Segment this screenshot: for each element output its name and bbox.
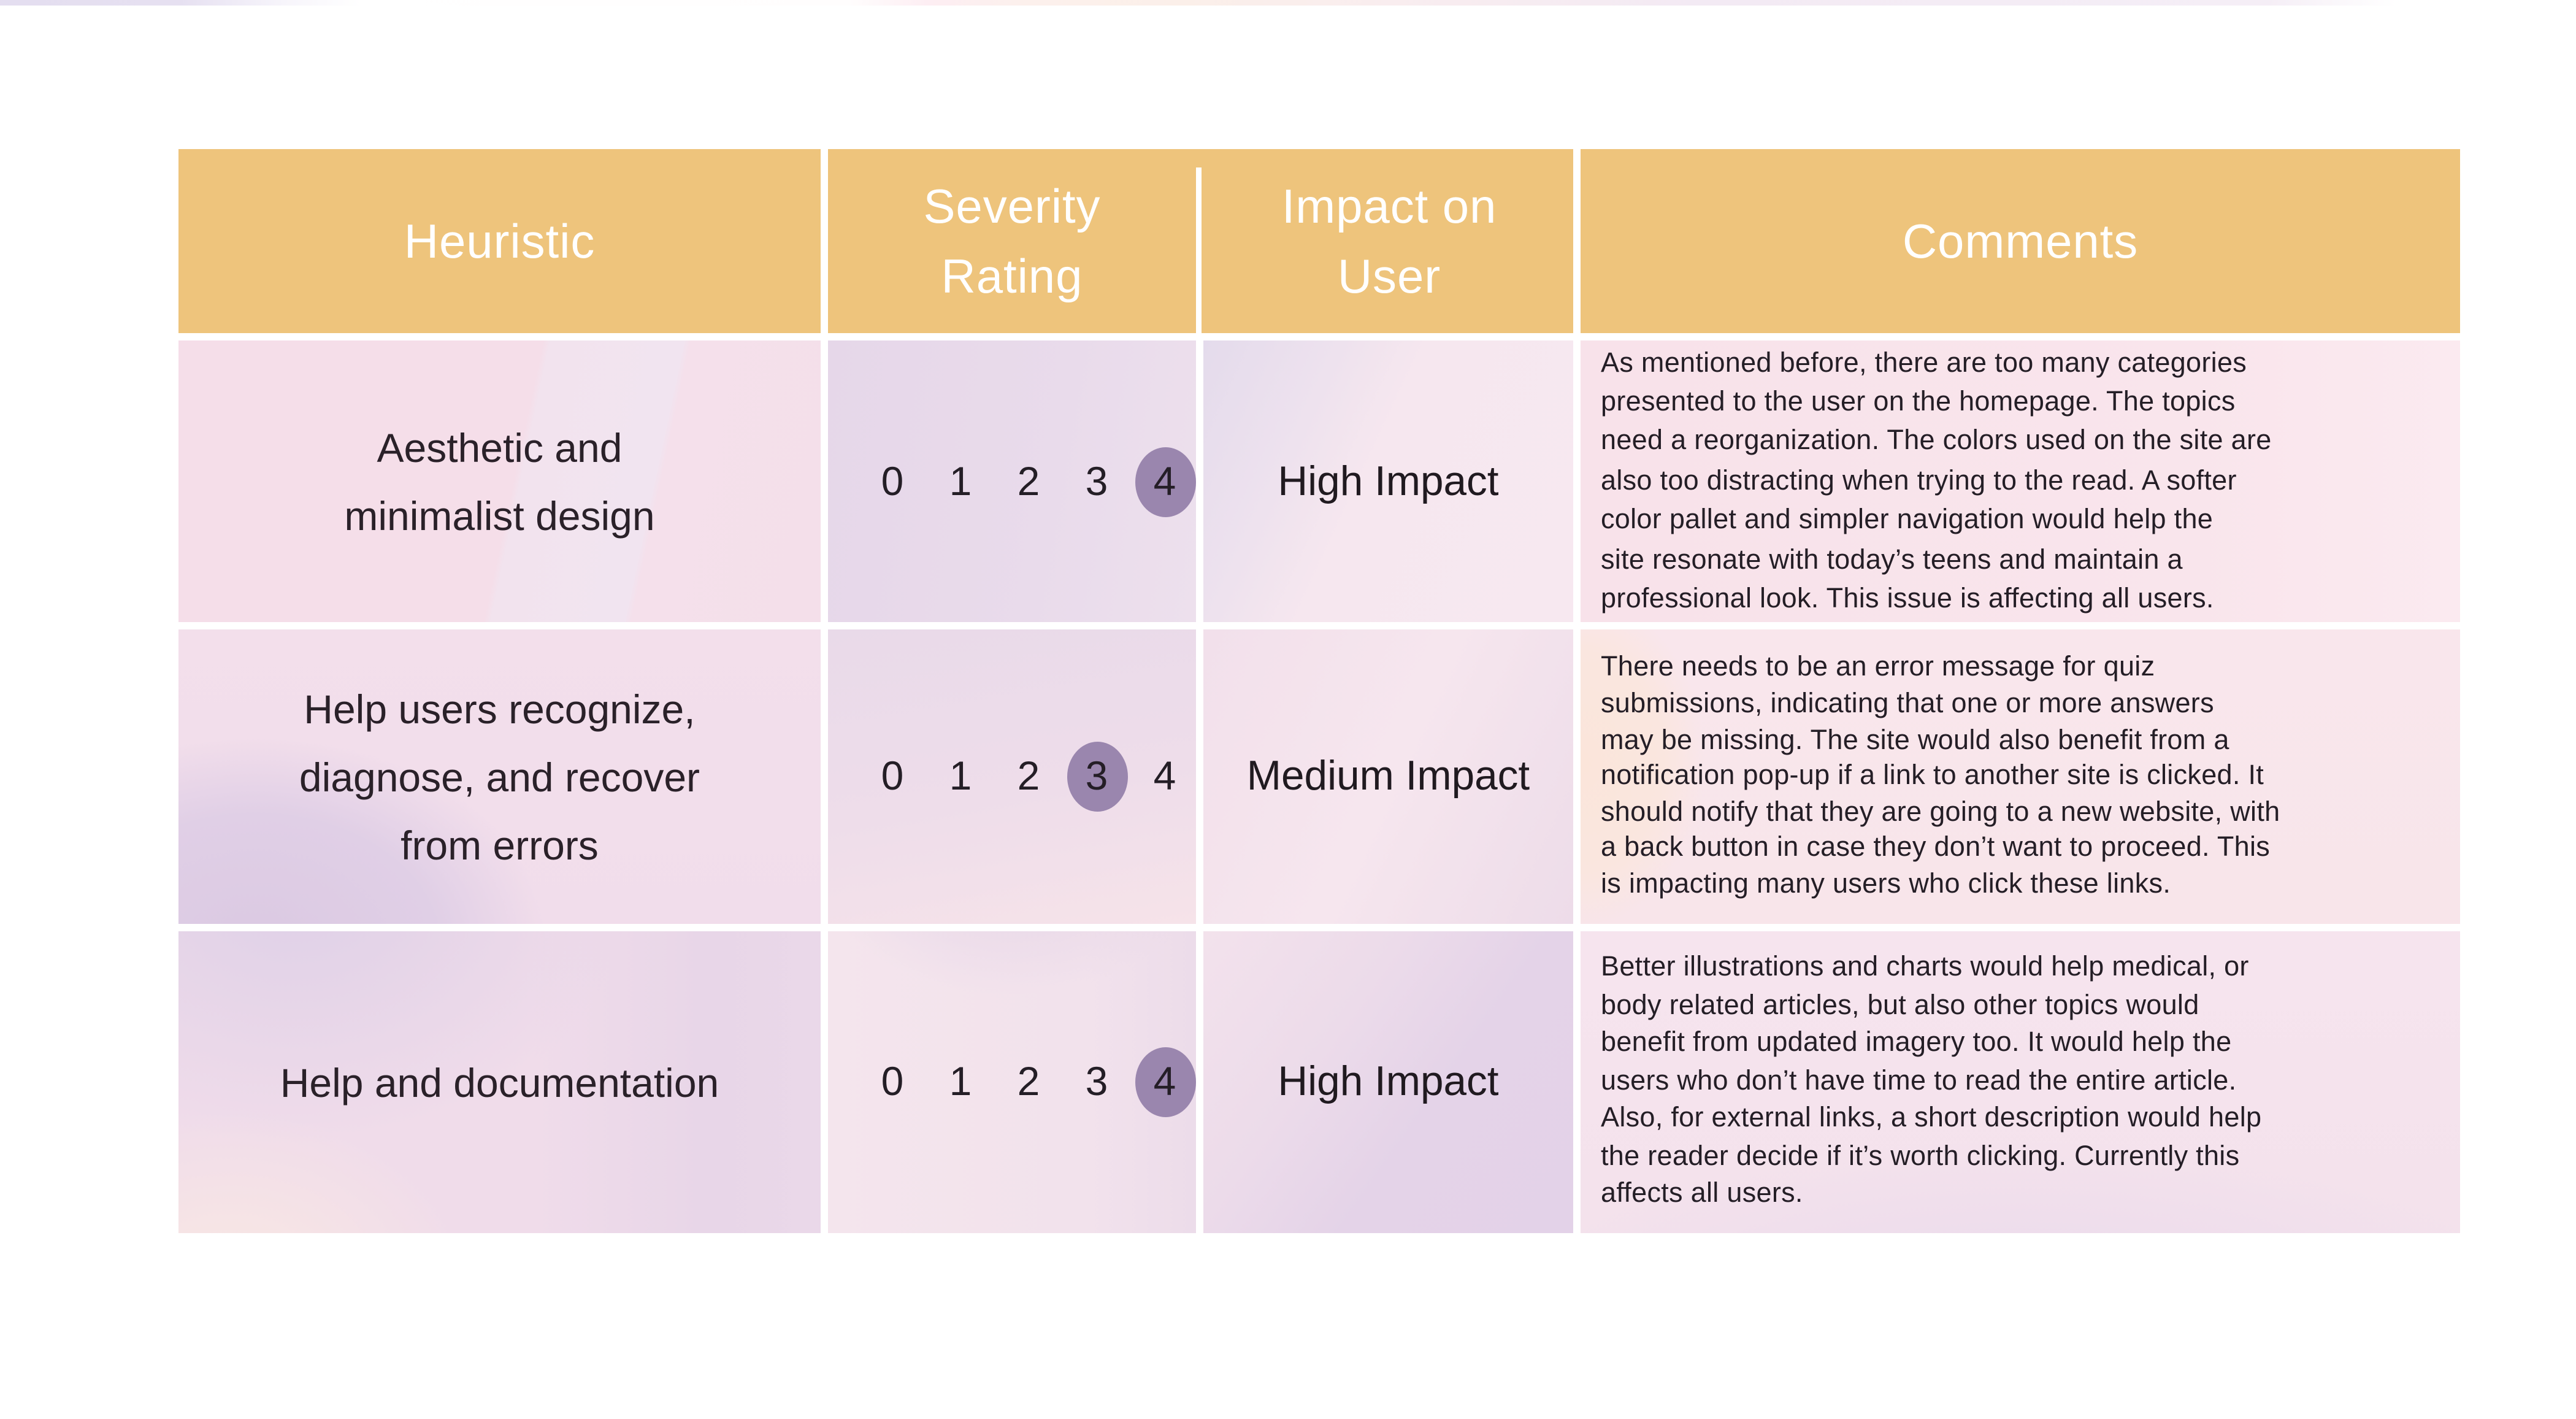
- comments-text: Better illustrations and charts would he…: [1581, 931, 2460, 1233]
- severity-option-1: 1: [949, 753, 972, 799]
- severity-option-2: 2: [1017, 457, 1040, 504]
- header-label-comments: Comments: [1902, 213, 2139, 269]
- table-row: Aesthetic and minimalist design 0 1 2 3 …: [178, 340, 2460, 622]
- severity-option-0: 0: [881, 1058, 904, 1104]
- severity-option-4: 4: [1153, 753, 1176, 799]
- heuristic-evaluation-table: Heuristic Severity Rating Impact on User…: [178, 149, 2460, 1233]
- severity-option-2: 2: [1017, 753, 1040, 799]
- severity-scale: 0 1 2 3 4: [862, 446, 1195, 517]
- impact-on-user: High Impact: [1203, 931, 1573, 1233]
- impact-on-user: Medium Impact: [1203, 629, 1573, 924]
- table-row: Help and documentation 0 1 2 3 4 High Im…: [178, 931, 2460, 1233]
- comments-text: As mentioned before, there are too many …: [1581, 340, 2460, 622]
- header-cell-heuristic: Heuristic: [178, 149, 821, 333]
- heuristic-name: Aesthetic and minimalist design: [178, 340, 821, 622]
- severity-rating-cell: 0 1 2 3 4: [828, 629, 1196, 924]
- table-row: Help users recognize, diagnose, and reco…: [178, 629, 2460, 924]
- header-label-impact: Impact on User: [1281, 179, 1497, 304]
- severity-option-3: 3: [1085, 457, 1108, 504]
- severity-option-3-selected: 3: [1066, 742, 1127, 812]
- header-divider-line: [1196, 167, 1202, 333]
- severity-option-1: 1: [949, 1058, 972, 1104]
- severity-option-2: 2: [1017, 1058, 1040, 1104]
- severity-option-0: 0: [881, 457, 904, 504]
- impact-on-user: High Impact: [1203, 340, 1573, 622]
- severity-option-3: 3: [1085, 1058, 1108, 1104]
- severity-option-4-selected: 4: [1134, 1047, 1195, 1117]
- header-cell-comments: Comments: [1581, 149, 2460, 333]
- heuristic-name: Help users recognize, diagnose, and reco…: [178, 629, 821, 924]
- header-label-severity: Severity Rating: [923, 179, 1101, 304]
- comments-text: There needs to be an error message for q…: [1581, 629, 2460, 924]
- background-artwork-sliver: [0, 0, 2576, 6]
- severity-option-0: 0: [881, 753, 904, 799]
- header-cell-impact: Impact on User: [1205, 149, 1573, 333]
- header-cell-severity: Severity Rating: [828, 149, 1196, 333]
- severity-option-4-selected: 4: [1134, 446, 1195, 517]
- heuristic-name: Help and documentation: [178, 931, 821, 1233]
- header-label-heuristic: Heuristic: [404, 213, 596, 269]
- severity-rating-cell: 0 1 2 3 4: [828, 340, 1196, 622]
- table-header-row: Heuristic Severity Rating Impact on User…: [178, 149, 2460, 333]
- header-cell-severity-impact: Severity Rating Impact on User: [828, 149, 1573, 333]
- severity-rating-cell: 0 1 2 3 4: [828, 931, 1196, 1233]
- severity-scale: 0 1 2 3 4: [862, 742, 1195, 812]
- severity-scale: 0 1 2 3 4: [862, 1047, 1195, 1117]
- severity-option-1: 1: [949, 457, 972, 504]
